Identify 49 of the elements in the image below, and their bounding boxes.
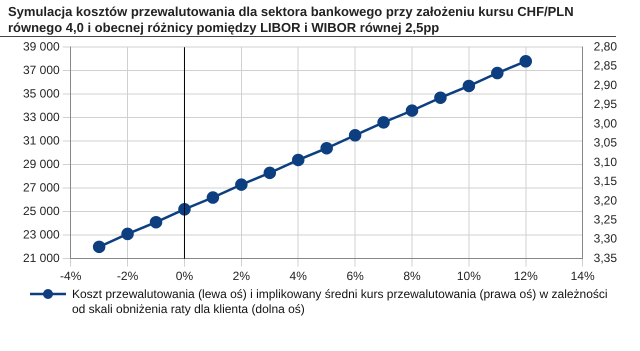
point — [264, 166, 276, 180]
x-tick-label: 0% — [176, 269, 194, 284]
y2-tick-label: 3,00 — [594, 116, 618, 130]
point — [520, 55, 532, 68]
x-tick-label: 14% — [570, 269, 595, 284]
x-tick-label: 6% — [346, 269, 364, 284]
y2-tick-label: 3,25 — [594, 212, 618, 226]
y2-tick-label: 2,80 — [594, 40, 618, 54]
x-tick-label: 4% — [290, 269, 308, 284]
x-tick-label: 12% — [514, 269, 538, 284]
y-tick-label: 39 000 — [23, 40, 60, 54]
y2-tick-label: 3,05 — [594, 136, 618, 150]
point — [320, 142, 333, 154]
y2-tick-label: 2,85 — [594, 58, 618, 73]
y-tick-label: 31 000 — [23, 133, 60, 148]
y-tick-label: 23 000 — [23, 227, 60, 242]
x-tick-label: -4% — [60, 269, 82, 284]
x-tick-label: 10% — [456, 269, 482, 284]
y-tick-label: 37 000 — [23, 63, 60, 77]
y2-tick-label: 3,15 — [594, 174, 618, 188]
y-tick-label: 35 000 — [23, 86, 60, 100]
point — [491, 66, 504, 80]
point — [377, 116, 390, 129]
point — [92, 240, 106, 254]
chart-title: Symulacja kosztów przewalutowania dla sektora bankowego przy założeniu kursu CHF/PLN równego 4,0 i obecnej różnicy pomiędzy LIBOR i WIBOR równej 2,5pp — [0, 0, 616, 37]
y-tick-label: 29 000 — [23, 156, 60, 171]
y2-tick-label: 3,30 — [594, 232, 618, 246]
x-tick-label: -2% — [116, 269, 139, 284]
point — [150, 216, 162, 228]
point — [292, 154, 304, 166]
y-tick-label: 27 000 — [23, 180, 60, 194]
point — [121, 228, 134, 240]
point — [206, 191, 220, 204]
y-tick-label: 21 000 — [23, 250, 60, 265]
y2-tick-label: 3,20 — [594, 193, 618, 208]
y2-tick-label: 3,35 — [594, 250, 618, 265]
legend-label: Koszt przewalutowania (lewa oś) i implikowany średni kurs przewalutowania (prawa oś) w zależności od skali obniżenia raty dla klienta (dolna oś) — [72, 287, 609, 317]
y2-tick-label: 3,10 — [594, 154, 618, 169]
point — [434, 91, 447, 104]
y-tick-label: 33 000 — [23, 110, 60, 124]
point — [462, 80, 476, 92]
x-tick-label: 8% — [403, 269, 421, 284]
point — [406, 104, 418, 117]
y2-tick-label: 2,90 — [594, 78, 618, 92]
y2-tick-label: 2,95 — [594, 97, 618, 112]
x-tick-label: 2% — [232, 269, 250, 284]
y-tick-label: 25 000 — [23, 204, 60, 218]
point — [235, 178, 248, 191]
point — [348, 129, 362, 142]
